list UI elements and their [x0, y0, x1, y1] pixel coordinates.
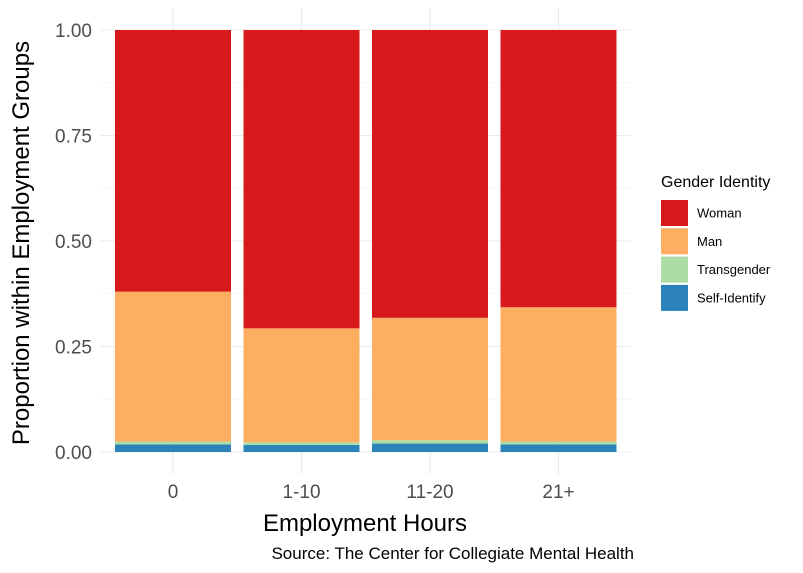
legend-label: Self-Identify	[697, 290, 766, 305]
bar-self-identify-1	[115, 444, 231, 452]
bar-self-identify-2	[243, 444, 360, 452]
legend-label: Man	[697, 234, 722, 249]
bar-self-identify-3	[372, 443, 488, 452]
y-tick-label: 0.00	[55, 443, 92, 464]
x-tick-label: 1-10	[282, 482, 320, 503]
legend-key-self-identify	[661, 284, 688, 311]
bar-transgender-4	[500, 441, 617, 445]
source-caption: Source: The Center for Collegiate Mental…	[271, 544, 634, 563]
bar-woman-4	[500, 30, 617, 308]
bar-woman-1	[115, 30, 231, 292]
y-tick-label: 0.75	[55, 127, 92, 148]
bar-self-identify-4	[500, 444, 617, 452]
x-axis-ticks: 0 1-10 11-20 21+	[168, 482, 575, 503]
x-tick-label: 0	[168, 482, 179, 503]
y-axis-ticks: 0.00 0.25 0.50 0.75 1.00	[55, 21, 92, 464]
legend: Gender Identity Woman Man Transgender Self-…	[661, 174, 771, 311]
bar-woman-3	[372, 30, 488, 318]
bar-transgender-1	[115, 441, 231, 445]
legend-title: Gender Identity	[661, 174, 770, 191]
legend-label: Transgender	[697, 262, 771, 277]
bar-woman-2	[243, 30, 360, 329]
y-axis-title: Proportion within Employment Groups	[8, 41, 35, 445]
y-tick-label: 0.50	[55, 232, 92, 253]
y-tick-label: 1.00	[55, 21, 92, 42]
x-tick-label: 11-20	[406, 482, 453, 503]
y-tick-label: 0.25	[55, 338, 92, 359]
bar-man-2	[243, 328, 360, 443]
x-tick-label: 21+	[542, 482, 574, 503]
legend-key-man	[661, 228, 688, 255]
legend-key-transgender	[661, 256, 688, 283]
legend-key-woman	[661, 200, 688, 226]
bar-man-1	[115, 291, 231, 442]
bar-transgender-2	[243, 442, 360, 445]
bar-man-4	[500, 307, 617, 442]
bar-transgender-3	[372, 440, 488, 444]
legend-label: Woman	[697, 206, 742, 221]
x-axis-title: Employment Hours	[263, 510, 467, 537]
bar-man-3	[372, 317, 488, 441]
bars	[115, 30, 617, 452]
